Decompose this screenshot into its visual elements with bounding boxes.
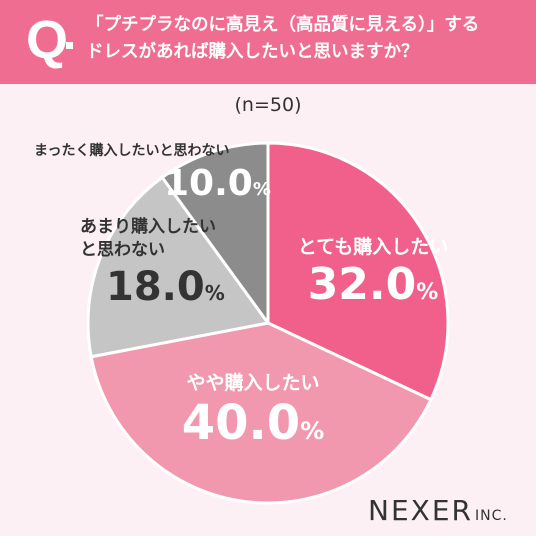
slice-name-not-very-likely-1: あまり購入したい xyxy=(80,217,216,237)
slice-label-not-at-all: まったく購入したいと思わない xyxy=(34,140,270,162)
q-dot xyxy=(66,42,73,49)
slice-name-not-very-likely-2: と思わない xyxy=(80,240,165,260)
question-header: Q 「プチプラなのに高見え（高品質に見える）」する ドレスがあれば購入したいと思… xyxy=(0,0,536,84)
pie-slice-somewhat-likely xyxy=(89,321,433,505)
slice-label-somewhat-likely: やや購入したい 40.0% xyxy=(150,368,356,459)
question-text: 「プチプラなのに高見え（高品質に見える）」する ドレスがあれば購入したいと思いま… xyxy=(86,12,526,66)
pie-slice-very-likely xyxy=(266,141,450,402)
slice-label-not-very-likely: あまり購入したい と思わない 18.0% xyxy=(80,216,250,318)
pie-slice-not-very-likely xyxy=(86,175,270,359)
question-line-1: 「プチプラなのに高見え（高品質に見える）」する xyxy=(86,15,480,35)
logo-suffix: INC. xyxy=(474,508,508,524)
sample-size-label: (n=50) xyxy=(234,94,302,116)
slice-value-not-at-all-box: 10.0% xyxy=(164,162,271,212)
question-line-2: ドレスがあれば購入したいと思いますか？ xyxy=(86,42,419,62)
slice-name-very-likely: とても購入したい xyxy=(297,236,449,258)
logo-name: NEXER xyxy=(368,494,473,527)
nexer-logo: NEXER INC. xyxy=(368,494,508,527)
slice-value-not-at-all: 10.0% xyxy=(164,163,271,204)
slice-name-not-at-all: まったく購入したいと思わない xyxy=(34,143,230,159)
q-mark: Q xyxy=(26,10,69,70)
slice-value-not-very-likely: 18.0% xyxy=(106,264,225,310)
slice-name-somewhat-likely: やや購入したい xyxy=(186,372,320,394)
slice-label-very-likely: とても購入したい 32.0% xyxy=(282,232,464,319)
slice-value-somewhat-likely: 40.0% xyxy=(181,395,325,451)
pie-slice-not-at-all xyxy=(160,141,270,325)
slice-value-very-likely: 32.0% xyxy=(307,259,439,310)
